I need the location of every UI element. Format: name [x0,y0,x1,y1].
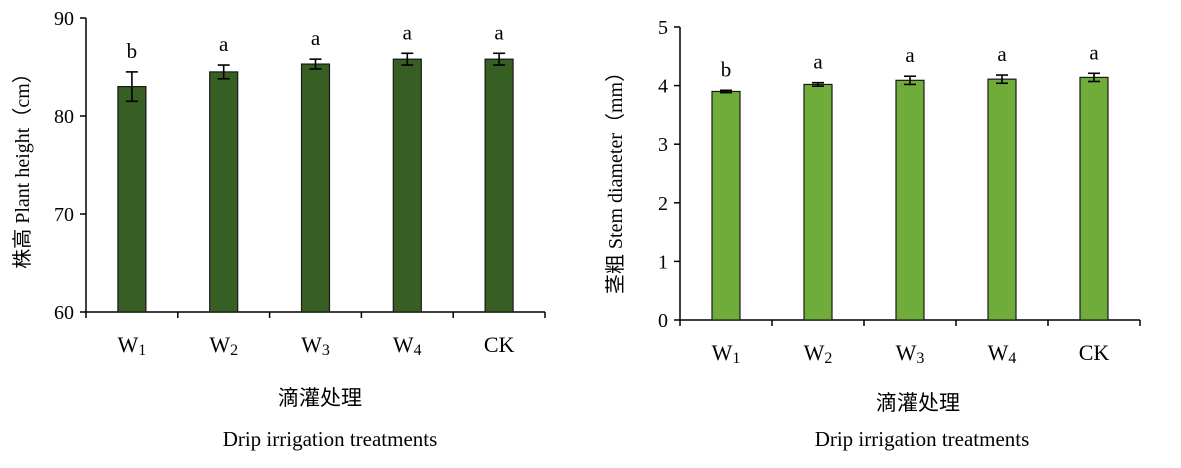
x-tick-label: W3 [301,332,330,359]
y-axis-label: 茎粗 Stem diameter（mm） [604,62,627,294]
x-axis-label: Drip irrigation treatments [815,427,1030,451]
x-tick-label: W4 [393,332,422,359]
x-axis-label-chinese: 滴灌处理 [278,386,362,410]
x-tick-label: W4 [988,340,1017,367]
bar-ck [484,58,514,313]
significance-label: a [905,43,915,67]
y-tick-label: 1 [658,251,668,273]
bar-w4 [987,78,1017,321]
x-tick-label: W2 [804,340,833,367]
significance-label: a [997,42,1007,66]
significance-label: b [127,39,138,63]
significance-label: a [219,32,229,56]
bar-w4 [392,58,422,313]
y-tick-label: 90 [54,8,74,30]
significance-label: b [721,57,732,81]
y-tick-label: 5 [658,17,668,39]
y-tick-label: 2 [658,193,668,215]
x-tick-label: W3 [896,340,925,367]
bar-w3 [895,79,925,321]
y-tick-label: 3 [658,134,668,156]
y-axis-label: 株高 Plant height（cm） [11,63,34,269]
x-axis-label: Drip irrigation treatments [223,427,438,451]
x-tick-label: W2 [209,332,238,359]
significance-label: a [813,50,823,74]
bar-ck [1079,76,1109,321]
y-tick-label: 60 [54,302,74,324]
significance-label: a [494,20,504,44]
x-tick-label: W1 [712,340,741,367]
significance-label: a [311,26,321,50]
x-tick-label: CK [484,332,515,357]
y-tick-label: 80 [54,106,74,128]
bar-w3 [300,63,331,313]
stem-diameter-chart: 茎粗 Stem diameter（mm） 滴灌处理 Drip irrigatio… [604,17,1141,451]
bar-w1 [711,90,741,321]
significance-label: a [403,20,413,44]
x-axis-label-chinese: 滴灌处理 [876,391,960,415]
significance-label: a [1089,40,1099,64]
x-tick-label: CK [1079,340,1110,365]
bar-w2 [209,71,239,313]
y-tick-label: 0 [658,310,668,332]
plant-height-chart: 株高 Plant height（cm） 滴灌处理 Drip irrigation… [11,8,546,451]
x-tick-label: W1 [118,332,147,359]
y-tick-label: 70 [54,204,74,226]
bar-w1 [117,85,147,313]
y-tick-label: 4 [658,76,668,98]
bar-w2 [803,83,833,321]
